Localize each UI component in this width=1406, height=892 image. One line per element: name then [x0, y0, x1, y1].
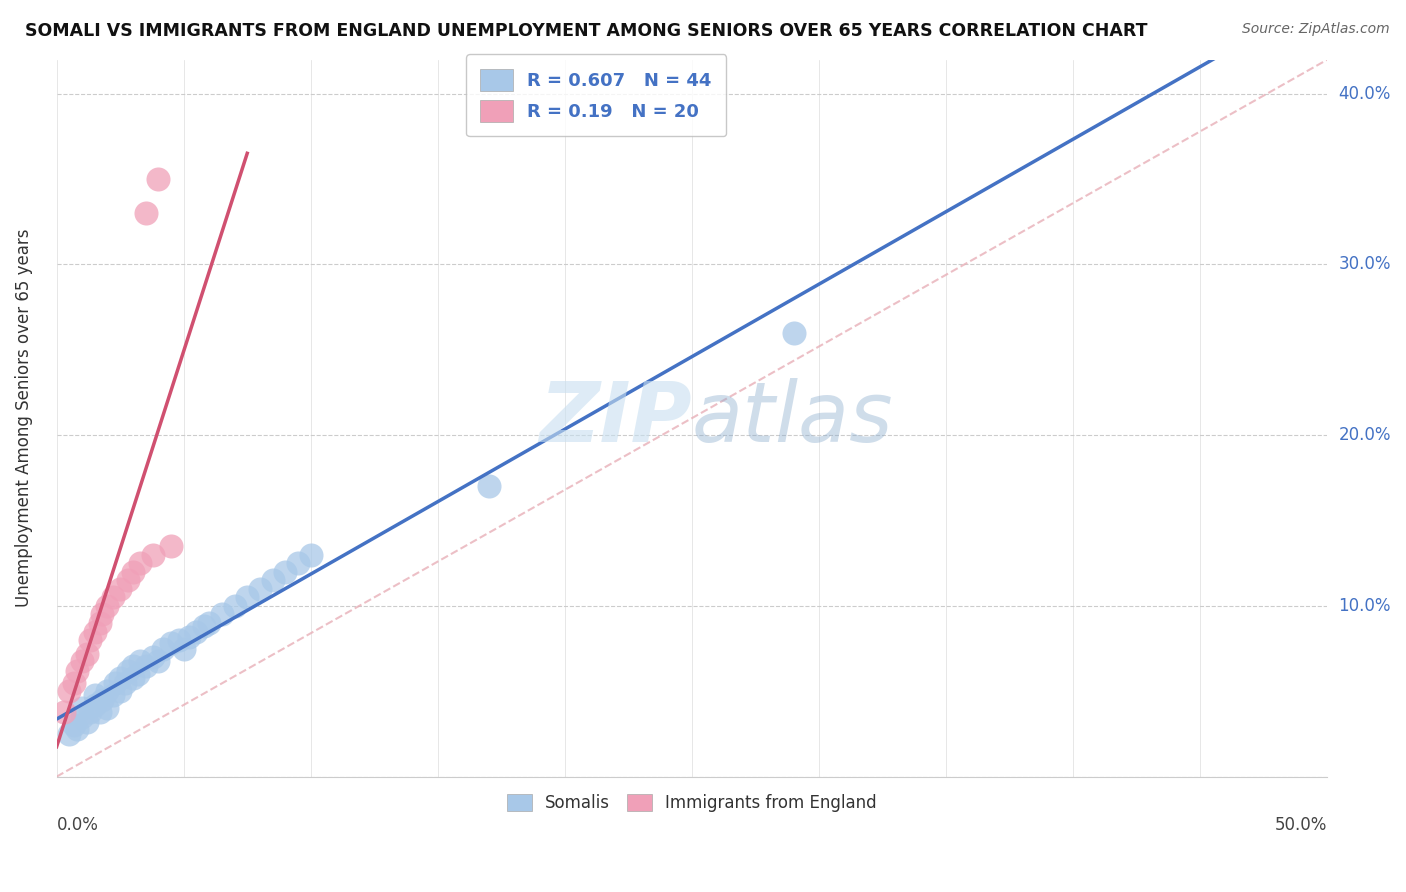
Point: [53, 705, 76, 719]
Point: [101, 688, 124, 702]
Point: [66, 664, 89, 678]
Text: 40.0%: 40.0%: [1339, 85, 1391, 103]
Point: [96, 701, 118, 715]
Point: [121, 658, 143, 673]
Point: [117, 574, 139, 588]
Point: [101, 591, 124, 605]
Point: [70, 701, 93, 715]
Point: [274, 565, 297, 579]
Point: [91, 607, 114, 622]
Point: [135, 658, 157, 673]
Point: [129, 654, 152, 668]
Point: [89, 705, 111, 719]
Point: [211, 607, 233, 622]
Point: [79, 705, 101, 719]
Point: [104, 675, 127, 690]
Point: [66, 722, 89, 736]
Point: [160, 636, 183, 650]
Point: [76, 647, 98, 661]
Point: [89, 615, 111, 630]
Point: [96, 684, 118, 698]
Point: [76, 714, 98, 729]
Text: 20.0%: 20.0%: [1339, 426, 1391, 444]
Point: [108, 671, 131, 685]
Text: 30.0%: 30.0%: [1339, 255, 1391, 274]
Point: [478, 479, 501, 493]
Point: [58, 727, 80, 741]
Point: [114, 675, 136, 690]
Text: SOMALI VS IMMIGRANTS FROM ENGLAND UNEMPLOYMENT AMONG SENIORS OVER 65 YEARS CORRE: SOMALI VS IMMIGRANTS FROM ENGLAND UNEMPL…: [25, 22, 1147, 40]
Point: [83, 624, 105, 639]
Point: [160, 539, 183, 553]
Point: [63, 718, 86, 732]
Point: [79, 633, 101, 648]
Text: ZIP: ZIP: [540, 377, 692, 458]
Text: 10.0%: 10.0%: [1339, 597, 1391, 615]
Point: [96, 599, 118, 613]
Point: [129, 556, 152, 570]
Point: [193, 619, 215, 633]
Legend: Somalis, Immigrants from England: Somalis, Immigrants from England: [501, 787, 883, 819]
Point: [117, 664, 139, 678]
Point: [70, 654, 93, 668]
Point: [142, 548, 165, 562]
Point: [121, 671, 143, 685]
Point: [152, 641, 174, 656]
Point: [121, 565, 143, 579]
Point: [83, 688, 105, 702]
Text: 0.0%: 0.0%: [56, 816, 98, 834]
Point: [262, 574, 284, 588]
Point: [249, 582, 271, 596]
Point: [83, 698, 105, 712]
Point: [108, 582, 131, 596]
Point: [167, 633, 190, 648]
Text: Source: ZipAtlas.com: Source: ZipAtlas.com: [1241, 22, 1389, 37]
Text: atlas: atlas: [692, 377, 894, 458]
Point: [70, 710, 93, 724]
Point: [108, 684, 131, 698]
Point: [58, 684, 80, 698]
Point: [177, 630, 200, 644]
Point: [91, 693, 114, 707]
Point: [135, 206, 157, 220]
Point: [127, 667, 149, 681]
Point: [148, 654, 170, 668]
Point: [299, 548, 322, 562]
Point: [782, 326, 804, 340]
Point: [224, 599, 246, 613]
Text: 50.0%: 50.0%: [1275, 816, 1327, 834]
Point: [198, 615, 221, 630]
Point: [63, 675, 86, 690]
Y-axis label: Unemployment Among Seniors over 65 years: Unemployment Among Seniors over 65 years: [15, 229, 32, 607]
Point: [186, 624, 208, 639]
Point: [148, 172, 170, 186]
Point: [236, 591, 259, 605]
Point: [287, 556, 309, 570]
Point: [173, 641, 195, 656]
Point: [142, 650, 165, 665]
